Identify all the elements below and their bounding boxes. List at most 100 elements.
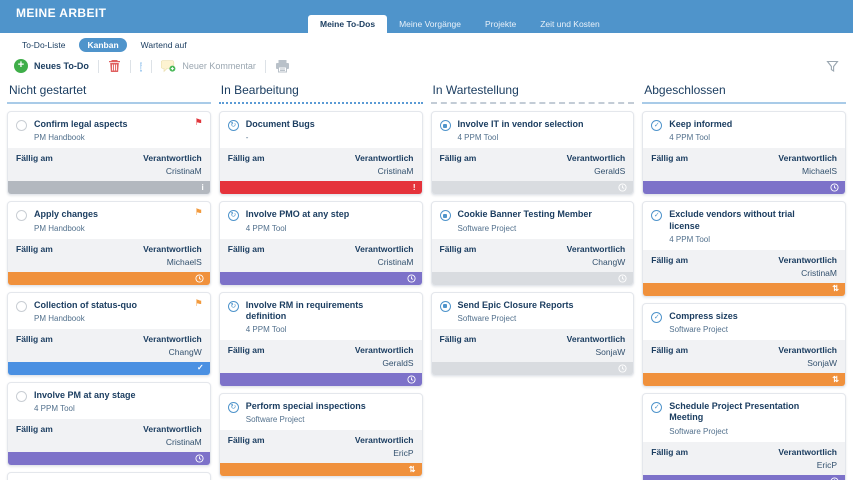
- card-text: Involve PM at any stage 4 PPM Tool: [34, 390, 148, 413]
- card-meta-labels: Fällig am Verantwortlich: [651, 345, 837, 355]
- tab-zeit-und-kosten[interactable]: Zeit und Kosten: [540, 19, 600, 29]
- priority-flag-icon: ⚑: [194, 297, 203, 308]
- card-project: Software Project: [245, 415, 305, 425]
- status-open-icon[interactable]: [16, 120, 27, 131]
- card-project: Software Project: [457, 223, 517, 233]
- card-project: 4 PPM Tool: [245, 223, 287, 233]
- todo-card[interactable]: ✓ Compress sizes Software Project Fällig am…: [642, 302, 846, 387]
- due-label: Fällig am: [439, 243, 477, 254]
- todo-card[interactable]: ↻ Document Bugs - Fällig am Verantwortlich Cr…: [218, 111, 423, 196]
- assignee-name: CristinaM: [165, 437, 202, 447]
- todo-card[interactable]: Involve Top-M in requirements definition…: [7, 472, 211, 480]
- card-header: Apply changes PM Handbook ⚑: [8, 202, 210, 238]
- status-open-icon[interactable]: [16, 210, 27, 222]
- card-meta-labels: Fällig am Verantwortlich: [651, 447, 837, 457]
- card-text: Perform special inspections Software Proj…: [246, 401, 378, 424]
- card-text: Collection of status-quo PM Handbook: [34, 300, 149, 323]
- status-done-icon[interactable]: ✓: [651, 402, 663, 413]
- todo-card[interactable]: Confirm legal aspects PM Handbook ⚑ Fällig …: [7, 111, 211, 196]
- info-button[interactable]: i: [139, 57, 143, 75]
- todo-card[interactable]: ↻ Involve RM in requirements definition 4 …: [218, 291, 423, 387]
- delete-button[interactable]: [108, 59, 121, 73]
- todo-card[interactable]: ↻ Perform special inspections Software Pro…: [218, 393, 423, 478]
- status-hold-icon[interactable]: [439, 210, 451, 222]
- status-done-icon[interactable]: ✓: [651, 210, 663, 222]
- assignee-name: GeraldS: [382, 358, 414, 368]
- info-icon: i: [139, 62, 143, 72]
- due-label: Fällig am: [227, 345, 265, 355]
- tab-projekte[interactable]: Projekte: [485, 19, 517, 29]
- card-meta-labels: Fällig am Verantwortlich: [16, 334, 202, 344]
- status-open-icon[interactable]: [16, 300, 27, 312]
- status-bar: [431, 271, 634, 285]
- card-header: ↻ Perform special inspections Software Pro…: [220, 394, 422, 430]
- assignee-name: SonjaW: [807, 358, 837, 368]
- due-label: Fällig am: [227, 243, 265, 254]
- subtab-wartend-auf[interactable]: Wartend auf: [140, 39, 187, 50]
- status-progress-icon[interactable]: ↻: [227, 300, 239, 312]
- status-open-icon[interactable]: [16, 390, 27, 402]
- card-meta: Fällig am Verantwortlich SonjaW: [431, 328, 634, 362]
- responsible-label: Verantwortlich: [354, 153, 414, 164]
- todo-card[interactable]: Apply changes PM Handbook ⚑ Fällig am Verant…: [7, 201, 211, 286]
- new-todo-label: Neues To-Do: [34, 61, 89, 71]
- todo-card[interactable]: Involve PM at any stage 4 PPM Tool Fällig …: [7, 381, 211, 466]
- subtab-kanban[interactable]: Kanban: [79, 37, 127, 52]
- card-meta-labels: Fällig am Verantwortlich: [16, 153, 202, 163]
- todo-card[interactable]: ↻ Involve PMO at any step 4 PPM Tool Fällig…: [218, 201, 423, 286]
- card-header: ✓ Keep informed 4 PPM Tool: [643, 112, 845, 148]
- column-header: Abgeschlossen: [642, 81, 846, 104]
- due-label: Fällig am: [651, 345, 689, 355]
- card-text: Document Bugs -: [246, 119, 327, 142]
- due-label: Fällig am: [651, 153, 689, 164]
- card-meta: Fällig am Verantwortlich CristinaM: [8, 419, 210, 452]
- card-text: Confirm legal aspects PM Handbook: [34, 119, 140, 142]
- status-progress-icon[interactable]: ↻: [227, 120, 239, 131]
- responsible-label: Verantwortlich: [778, 254, 837, 265]
- card-text: Schedule Project Presentation Meeting Sof…: [669, 401, 837, 436]
- todo-card[interactable]: ✓ Exclude vendors without trial license 4 …: [642, 201, 846, 297]
- assignee-name: CristinaM: [377, 256, 414, 267]
- tab-meine-to-dos[interactable]: Meine To-Dos: [308, 15, 388, 33]
- todo-card[interactable]: Involve IT in vendor selection 4 PPM Tool…: [430, 111, 635, 196]
- status-progress-icon[interactable]: ↻: [227, 402, 239, 413]
- status-progress-icon[interactable]: ↻: [227, 210, 239, 222]
- status-done-icon[interactable]: ✓: [651, 311, 663, 323]
- card-project: Software Project: [457, 313, 517, 323]
- responsible-label: Verantwortlich: [143, 243, 202, 254]
- subtab-to-do-liste[interactable]: To-Do-Liste: [22, 39, 66, 50]
- new-comment-button[interactable]: Neuer Kommentar: [161, 59, 256, 73]
- card-project: PM Handbook: [34, 223, 85, 233]
- card-meta-labels: Fällig am Verantwortlich: [651, 153, 837, 163]
- card-meta-labels: Fällig am Verantwortlich: [651, 255, 837, 265]
- card-header: Confirm legal aspects PM Handbook ⚑: [8, 112, 210, 148]
- assignee-name: GeraldS: [594, 166, 626, 177]
- due-label: Fällig am: [439, 153, 477, 164]
- card-project: 4 PPM Tool: [245, 325, 287, 334]
- card-title: Document Bugs: [245, 119, 315, 129]
- todo-card[interactable]: Cookie Banner Testing Member Software Pro…: [430, 201, 635, 286]
- card-header: Send Epic Closure Reports Software Projec…: [432, 293, 634, 329]
- column-title: Abgeschlossen: [644, 83, 726, 97]
- card-header: ✓ Schedule Project Presentation Meeting So…: [643, 394, 845, 442]
- todo-card[interactable]: Send Epic Closure Reports Software Projec…: [430, 291, 635, 376]
- card-meta-labels: Fällig am Verantwortlich: [228, 244, 414, 254]
- card-meta: Fällig am Verantwortlich ChangW: [431, 238, 634, 272]
- todo-card[interactable]: ✓ Keep informed 4 PPM Tool Fällig am Verantw…: [642, 111, 846, 196]
- todo-card[interactable]: ✓ Schedule Project Presentation Meeting So…: [642, 393, 846, 480]
- card-project: PM Handbook: [34, 313, 85, 323]
- card-header: Cookie Banner Testing Member Software Pro…: [432, 202, 634, 238]
- new-todo-button[interactable]: + Neues To-Do: [14, 59, 89, 73]
- tab-meine-vorg-nge[interactable]: Meine Vorgänge: [399, 19, 462, 29]
- filter-button[interactable]: [826, 60, 839, 73]
- due-label: Fällig am: [16, 333, 53, 344]
- card-project: Software Project: [669, 426, 728, 436]
- assignee-name: EricP: [393, 448, 414, 459]
- card-meta: Fällig am Verantwortlich SonjaW: [643, 340, 845, 373]
- print-button[interactable]: [275, 59, 290, 73]
- todo-card[interactable]: Collection of status-quo PM Handbook ⚑ Fäll…: [7, 291, 211, 376]
- status-hold-icon[interactable]: [439, 120, 451, 131]
- status-done-icon[interactable]: ✓: [651, 120, 663, 131]
- card-project: 4 PPM Tool: [457, 133, 499, 143]
- status-hold-icon[interactable]: [439, 300, 451, 312]
